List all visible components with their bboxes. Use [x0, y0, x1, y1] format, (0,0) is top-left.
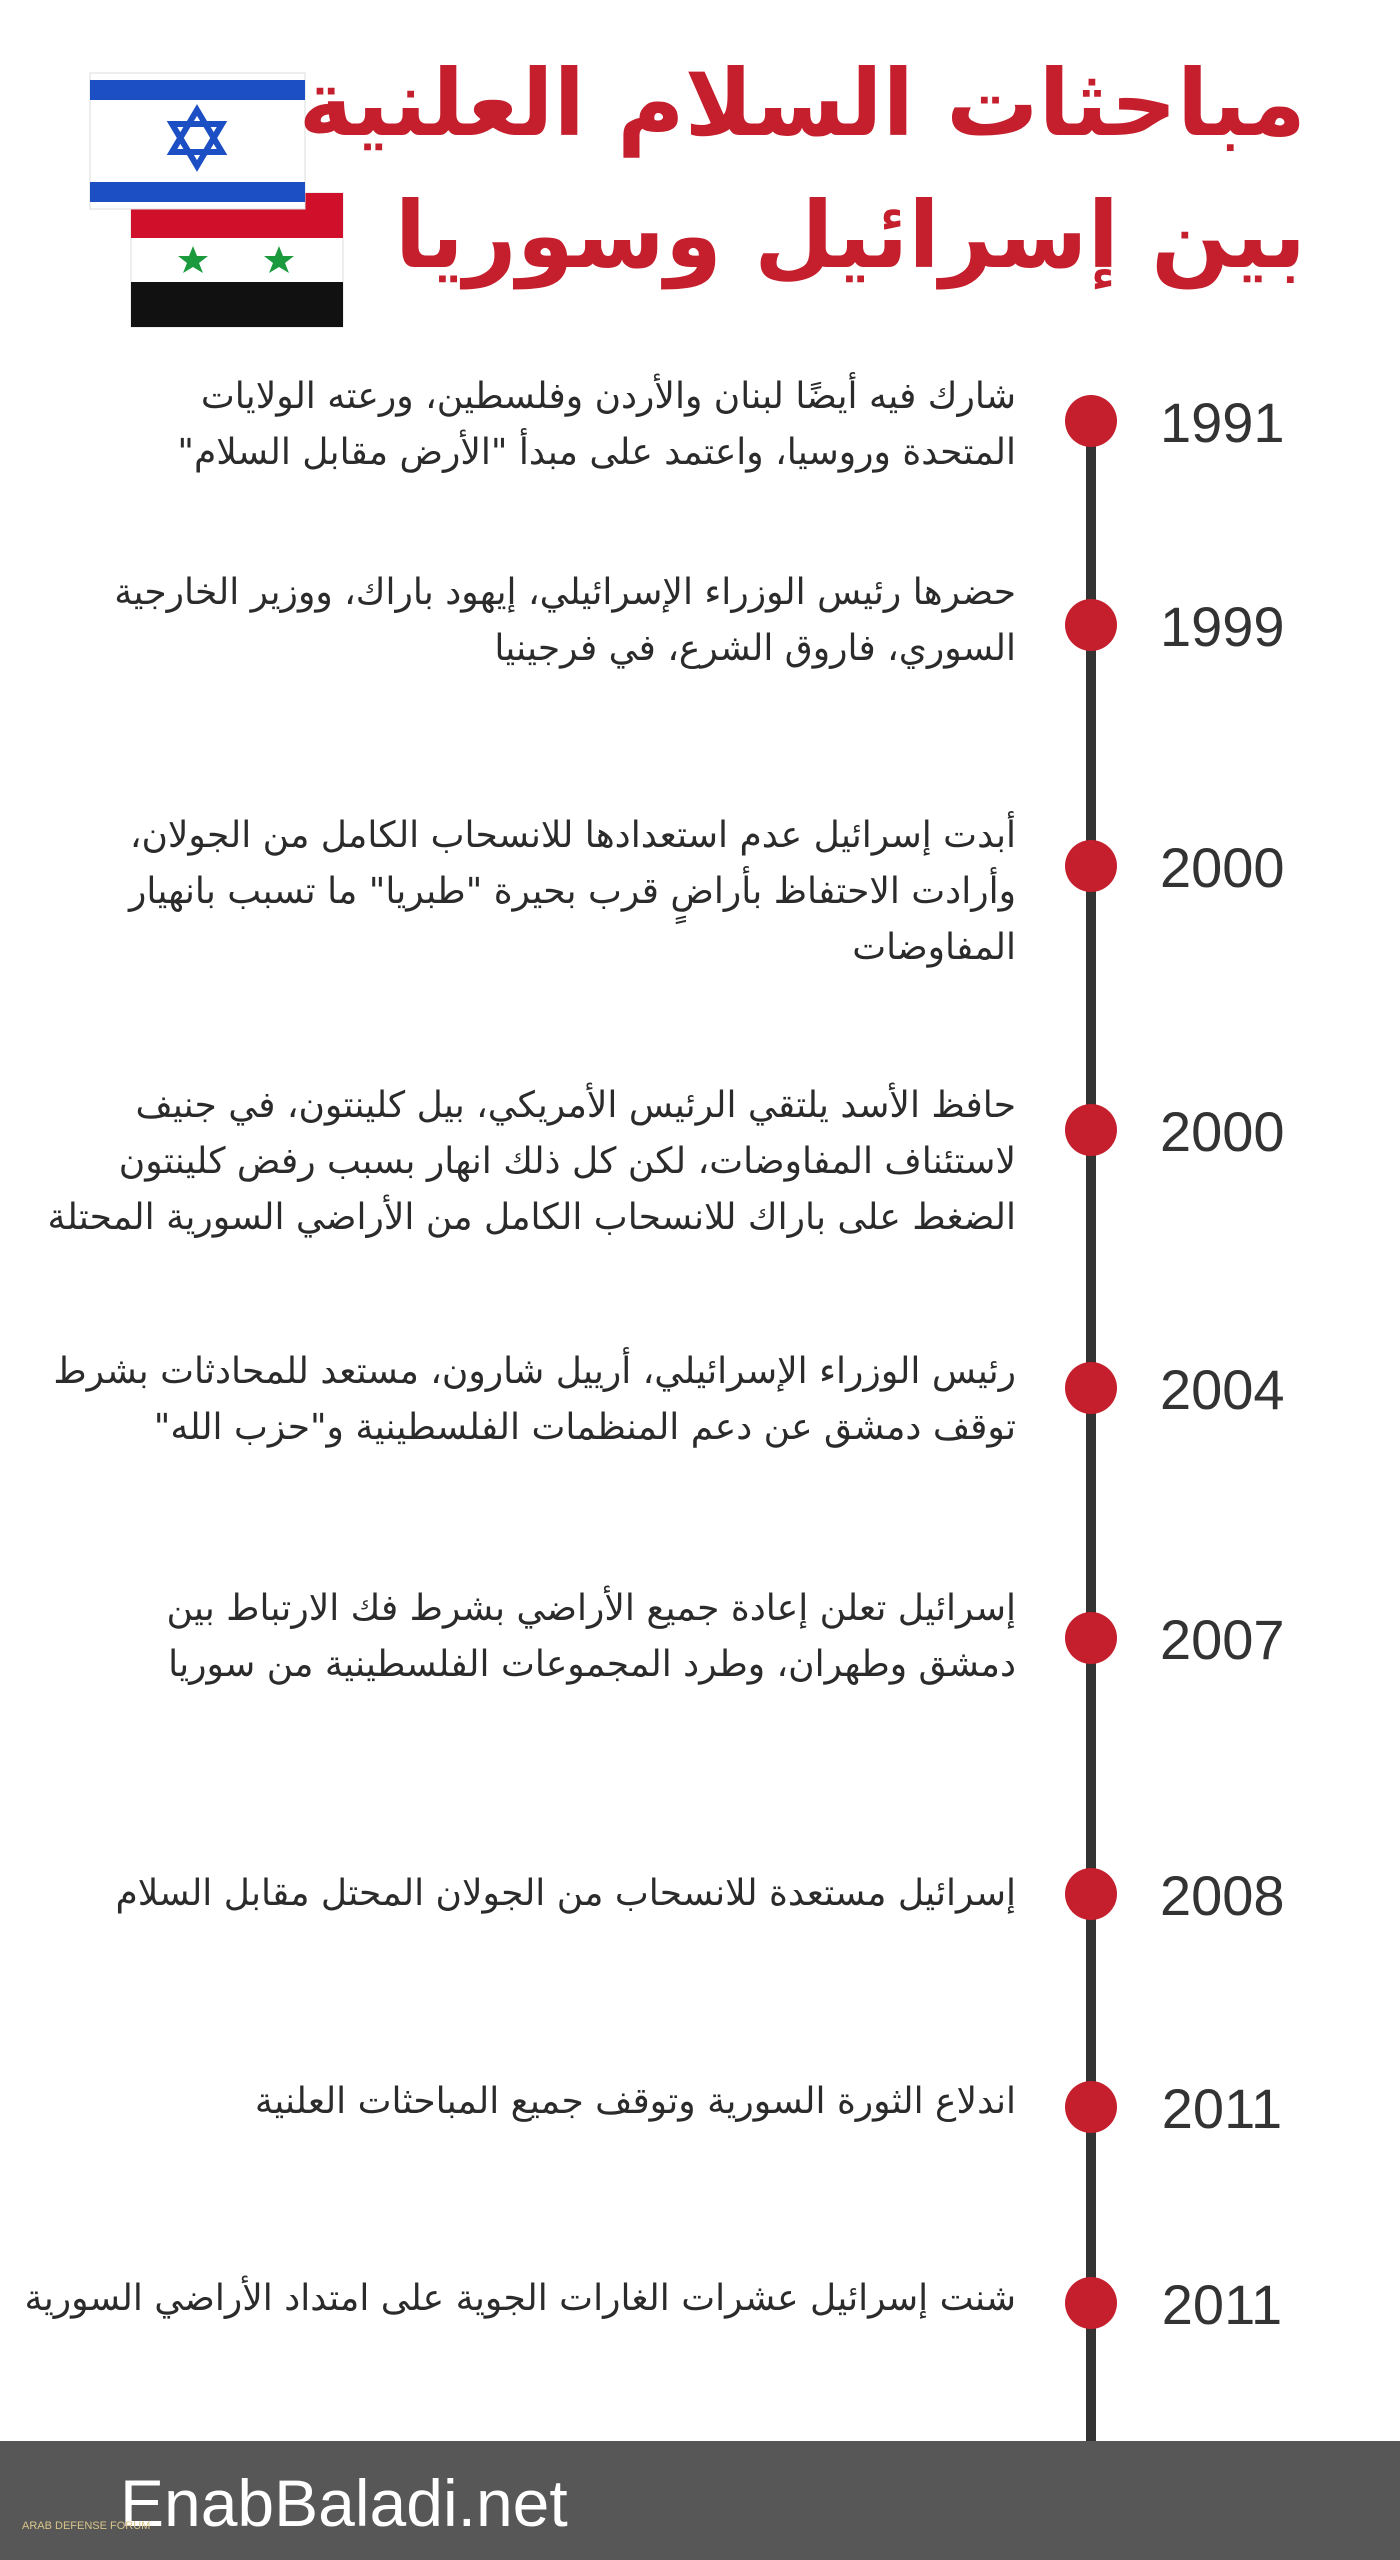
event-text: شنت إسرائيل عشرات الغارات الجوية على امت…	[24, 2278, 1016, 2319]
timeline-dot	[1065, 599, 1117, 651]
event-text: الضغط على باراك للانسحاب الكامل من الأرا…	[47, 1197, 1016, 1238]
event-text: اندلاع الثورة السورية وتوقف جميع المباحث…	[254, 2081, 1016, 2122]
event-text: أبدت إسرائيل عدم استعدادها للانسحاب الكا…	[129, 815, 1016, 856]
event-text: وأرادت الاحتفاظ بأراضٍ قرب بحيرة "طبريا"…	[129, 871, 1016, 912]
event-text: توقف دمشق عن دعم المنظمات الفلسطينية و"ح…	[153, 1407, 1016, 1448]
event-text: لاستئناف المفاوضات، لكن كل ذلك انهار بسب…	[118, 1141, 1016, 1182]
event-year: 1999	[1160, 595, 1285, 658]
event-year: 2008	[1160, 1864, 1285, 1927]
event-text: شارك فيه أيضًا لبنان والأردن وفلسطين، ور…	[200, 376, 1016, 417]
timeline-dot	[1065, 1362, 1117, 1414]
event-year: 1991	[1160, 391, 1285, 454]
event-text: رئيس الوزراء الإسرائيلي، أرييل شارون، مس…	[53, 1351, 1016, 1392]
timeline-dot	[1065, 395, 1117, 447]
event-text: إسرائيل تعلن إعادة جميع الأراضي بشرط فك …	[166, 1588, 1016, 1629]
event-text: حضرها رئيس الوزراء الإسرائيلي، إيهود بار…	[114, 572, 1016, 613]
timeline-dot	[1065, 840, 1117, 892]
watermark: ARAB DEFENSE FORUM	[22, 2520, 151, 2532]
footer	[0, 2441, 1400, 2560]
event-text: المتحدة وروسيا، واعتمد على مبدأ "الأرض م…	[177, 432, 1016, 473]
event-year: 2011	[1161, 2273, 1283, 2336]
event-year: 2000	[1160, 1100, 1285, 1163]
event-text: حافظ الأسد يلتقي الرئيس الأمريكي، بيل كل…	[135, 1085, 1017, 1126]
israel-flag	[89, 72, 306, 210]
event-text: المفاوضات	[852, 927, 1016, 968]
syria-flag	[130, 192, 344, 328]
footer-site: EnabBaladi.net	[120, 2466, 568, 2540]
event-text: دمشق وطهران، وطرد المجموعات الفلسطينية م…	[168, 1644, 1016, 1685]
event-year: 2004	[1160, 1358, 1285, 1421]
timeline-dot	[1065, 2277, 1117, 2329]
event-year: 2011	[1161, 2077, 1283, 2140]
timeline-line	[1086, 416, 1096, 2446]
event-year: 2007	[1160, 1608, 1285, 1671]
timeline-dot	[1065, 1104, 1117, 1156]
timeline-dot	[1065, 1868, 1117, 1920]
event-text: إسرائيل مستعدة للانسحاب من الجولان المحت…	[115, 1873, 1016, 1914]
event-year: 2000	[1160, 836, 1285, 899]
event-text: السوري، فاروق الشرع، في فرجينيا	[494, 628, 1016, 669]
timeline-dot	[1065, 1612, 1117, 1664]
title-line: بين إسرائيل وسوريا	[394, 182, 1306, 289]
title-line: مباحثات السلام العلنية	[298, 50, 1306, 157]
timeline-dot	[1065, 2081, 1117, 2133]
